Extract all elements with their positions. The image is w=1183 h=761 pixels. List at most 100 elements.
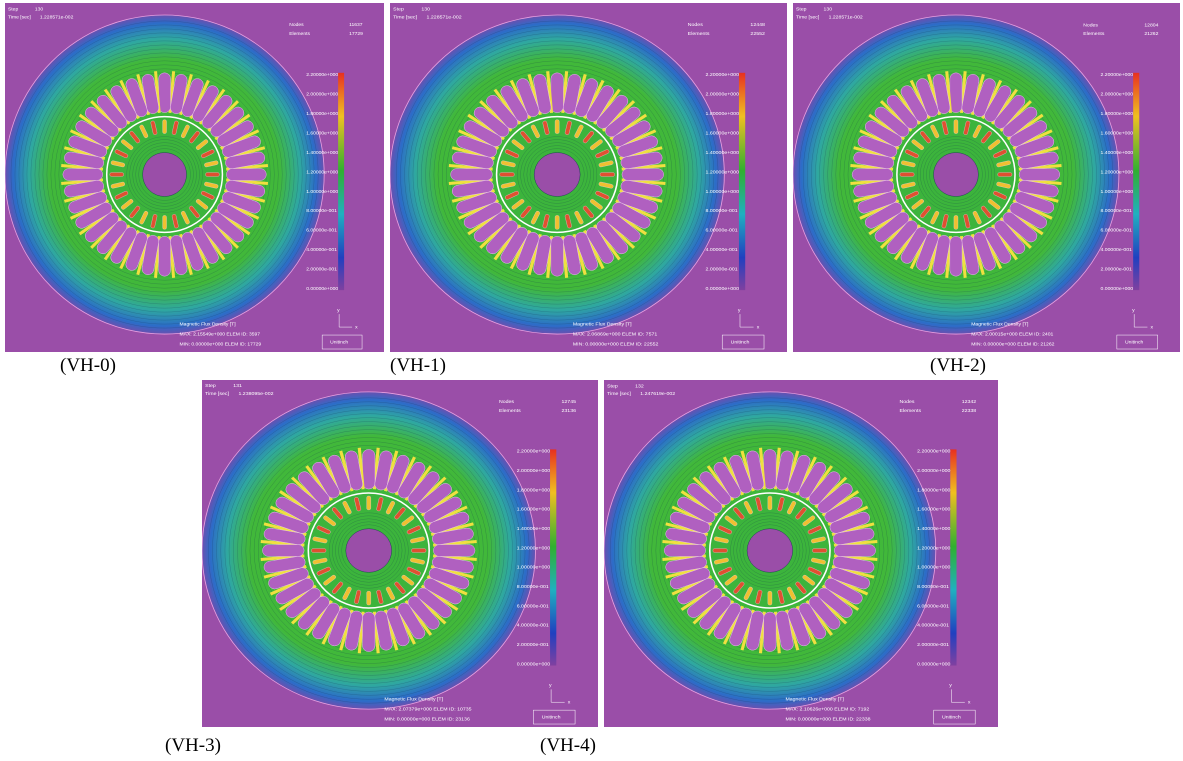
stator-slot — [63, 169, 103, 181]
rotor-bar — [205, 173, 219, 177]
stator-slot — [551, 236, 564, 276]
min-label: MIN: 0.00000e+000 ELEM ID: 23136 — [384, 716, 470, 722]
simulation-panel: Step130Time [sec]1.228571e-002Nodes11637… — [5, 3, 384, 352]
time-value: 1.228571e-002 — [829, 14, 863, 20]
colorbar-label: 2.00000e-001 — [706, 267, 738, 273]
colorbar-label: 1.00000e+000 — [517, 565, 551, 571]
colorbar-label: 2.00000e+000 — [1101, 92, 1134, 98]
colorbar-label: 2.00000e+000 — [517, 468, 551, 474]
colorbar-label: 2.00000e-001 — [306, 267, 337, 273]
shaft — [143, 153, 187, 197]
colorbar-label: 2.20000e+000 — [306, 72, 338, 78]
unit-label: Unitinch — [942, 714, 961, 720]
stator-slot — [159, 73, 171, 113]
shaft — [534, 153, 580, 197]
nodes-label: Nodes — [499, 399, 515, 405]
colorbar-label: 0.00000e+000 — [706, 286, 740, 292]
colorbar-label: 8.00000e-001 — [517, 584, 549, 590]
rotor-bar — [954, 120, 958, 134]
nodes-value: 11637 — [349, 22, 363, 28]
colorbar-label: 2.20000e+000 — [917, 449, 950, 455]
colorbar-label: 1.80000e+000 — [517, 487, 551, 493]
axis-x-label: x — [568, 700, 571, 706]
rotor-bar — [713, 549, 728, 553]
colorbar-label: 1.80000e+000 — [706, 111, 740, 117]
rotor-bar — [600, 173, 615, 177]
step-value: 131 — [233, 383, 242, 389]
unit-label: Unitinch — [542, 714, 561, 720]
elements-value: 21262 — [1144, 31, 1158, 37]
stator-slot — [852, 169, 893, 181]
colorbar-label: 1.00000e+000 — [917, 565, 950, 571]
colorbar-label: 0.00000e+000 — [517, 661, 551, 667]
time-label: Time [sec] — [393, 14, 417, 20]
elements-label: Elements — [688, 31, 710, 37]
elements-value: 17729 — [349, 31, 363, 37]
stator-slot — [362, 449, 375, 489]
flux-plot: Step130Time [sec]1.228571e-002Nodes11637… — [5, 3, 384, 352]
stator-slot — [551, 73, 564, 113]
simulation-panel: Step130Time [sec]1.228571e-002Nodes12804… — [793, 3, 1180, 352]
colorbar-label: 2.00000e-001 — [517, 642, 549, 648]
step-label: Step — [205, 383, 216, 389]
stator-slot — [226, 169, 266, 181]
colorbar — [550, 449, 556, 665]
colorbar-label: 6.00000e-001 — [917, 603, 949, 609]
step-label: Step — [796, 6, 807, 12]
rotor-bar — [367, 496, 371, 510]
quantity-label: Magnetic Flux Density [T] — [785, 697, 844, 703]
colorbar — [950, 449, 956, 665]
rotor-bar — [110, 173, 124, 177]
time-label: Time [sec] — [8, 14, 31, 20]
nodes-value: 12448 — [750, 22, 765, 28]
caption: (VH-4) — [540, 735, 596, 757]
quantity-label: Magnetic Flux Density [T] — [384, 697, 443, 703]
rotor-bar — [812, 549, 827, 553]
flux-plot: Step132Time [sec]1.247619e-002Nodes12342… — [604, 380, 998, 727]
step-label: Step — [607, 383, 618, 389]
colorbar-label: 4.00000e-001 — [306, 247, 337, 253]
colorbar-label: 1.60000e+000 — [917, 507, 950, 513]
colorbar-label: 1.80000e+000 — [306, 111, 338, 117]
stator-slot — [764, 612, 776, 652]
colorbar-label: 2.00000e+000 — [706, 92, 740, 98]
colorbar-label: 1.60000e+000 — [517, 507, 551, 513]
colorbar-label: 1.20000e+000 — [917, 545, 950, 551]
colorbar-label: 2.00000e+000 — [917, 468, 950, 474]
colorbar-label: 1.60000e+000 — [706, 131, 740, 137]
colorbar-label: 8.00000e-001 — [706, 208, 738, 214]
simulation-panel: Step131Time [sec]1.238095e-002Nodes12745… — [202, 380, 598, 727]
elements-label: Elements — [289, 31, 310, 37]
flux-plot: Step130Time [sec]1.228571e-002Nodes12804… — [793, 3, 1180, 352]
quantity-label: Magnetic Flux Density [T] — [180, 321, 237, 327]
nodes-label: Nodes — [289, 22, 304, 28]
quantity-label: Magnetic Flux Density [T] — [573, 321, 632, 327]
step-value: 130 — [824, 6, 833, 12]
rotor-bar — [367, 591, 371, 605]
unit-label: Unitinch — [330, 339, 348, 345]
colorbar-label: 1.00000e+000 — [1101, 189, 1134, 195]
colorbar-label: 1.20000e+000 — [517, 545, 551, 551]
time-label: Time [sec] — [607, 391, 631, 397]
rotor-bar — [768, 496, 772, 510]
colorbar-label: 8.00000e-001 — [306, 208, 337, 214]
nodes-value: 12804 — [1144, 22, 1158, 28]
time-value: 1.228571e-002 — [40, 14, 74, 20]
colorbar-label: 6.00000e-001 — [306, 228, 337, 234]
elements-label: Elements — [499, 408, 521, 414]
colorbar-label: 4.00000e-001 — [706, 247, 738, 253]
caption: (VH-3) — [165, 735, 221, 757]
flux-plot: Step130Time [sec]1.228571e-002Nodes12448… — [390, 3, 787, 352]
colorbar-label: 6.00000e-001 — [706, 228, 738, 234]
max-label: MAX: 2.06869e+000 ELEM ID: 7571 — [573, 331, 658, 337]
shaft — [747, 529, 793, 573]
colorbar-label: 6.00000e-001 — [517, 603, 549, 609]
colorbar-label: 1.40000e+000 — [706, 150, 740, 156]
colorbar-label: 0.00000e+000 — [306, 286, 338, 292]
min-label: MIN: 0.00000e+000 ELEM ID: 22338 — [785, 716, 870, 722]
stator-slot — [622, 169, 664, 181]
caption: (VH-0) — [60, 355, 116, 377]
rotor-bar — [163, 215, 167, 229]
stator-slot — [834, 545, 875, 557]
